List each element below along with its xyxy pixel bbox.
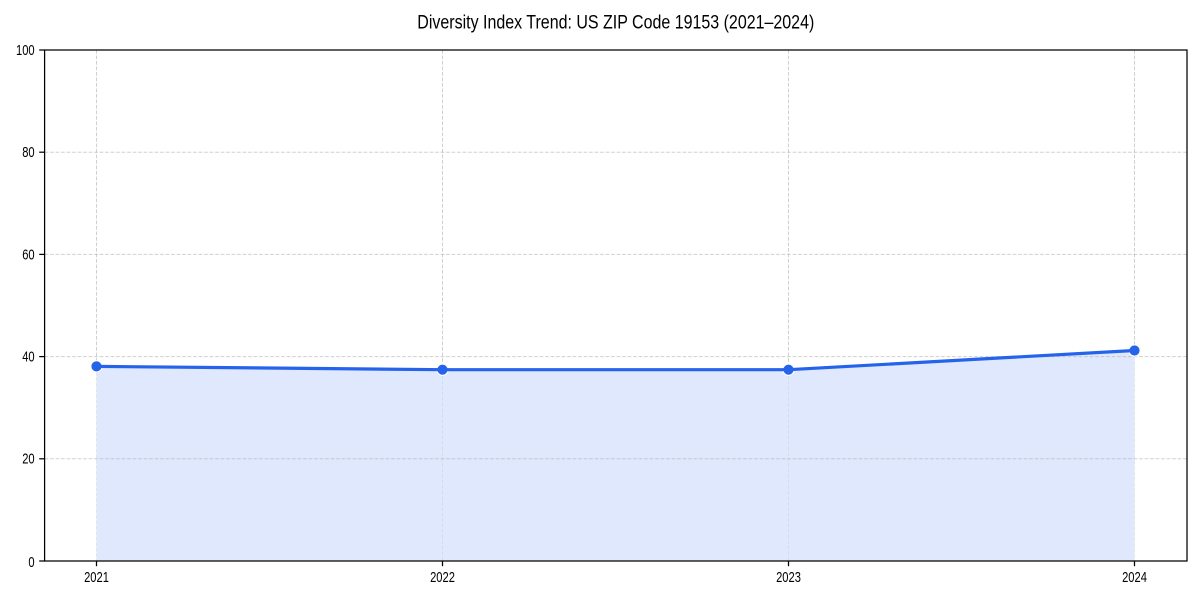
- svg-text:100: 100: [16, 42, 35, 59]
- svg-text:80: 80: [22, 144, 34, 161]
- svg-text:2021: 2021: [84, 569, 109, 586]
- svg-text:2022: 2022: [430, 569, 455, 586]
- svg-text:0: 0: [28, 554, 34, 571]
- svg-text:60: 60: [22, 246, 34, 263]
- svg-text:2023: 2023: [776, 569, 801, 586]
- svg-text:Diversity Index Trend: US ZIP: Diversity Index Trend: US ZIP Code 19153…: [417, 12, 814, 33]
- svg-text:20: 20: [22, 451, 34, 468]
- svg-text:40: 40: [22, 349, 34, 366]
- svg-text:2024: 2024: [1122, 569, 1147, 586]
